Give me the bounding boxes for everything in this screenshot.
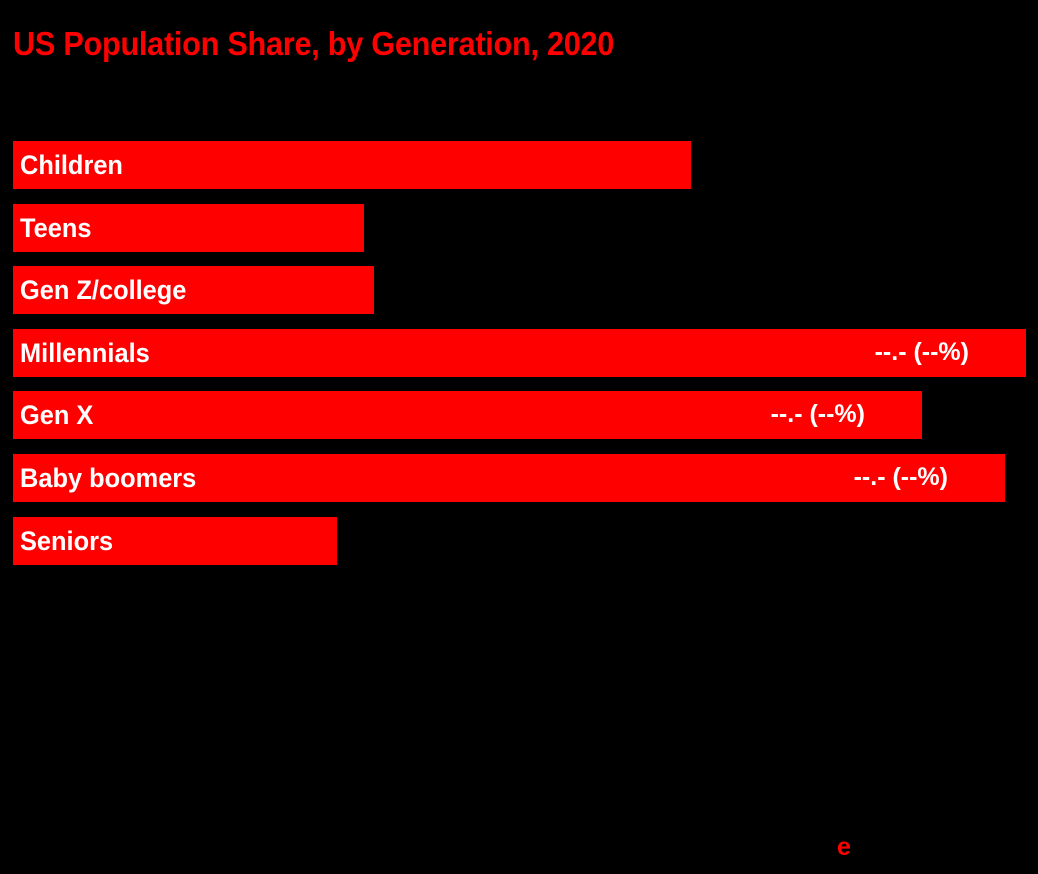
bar-category-label: Gen X — [20, 400, 94, 430]
bar-category-label: Seniors — [20, 526, 114, 556]
bar-category-label: Children — [20, 150, 123, 180]
bar-category-label: Baby boomers — [20, 463, 197, 493]
bar-category-label: Teens — [20, 213, 92, 243]
bar-category-label: Gen Z/college — [20, 275, 187, 305]
bar-row: Teens — [13, 204, 364, 252]
bar — [13, 204, 364, 252]
bar — [13, 517, 337, 565]
bar-row: Gen X --.- (--%) — [13, 391, 922, 439]
bar-row: Gen Z/college — [13, 266, 374, 314]
chart-title: US Population Share, by Generation, 2020 — [13, 25, 615, 62]
bar-row: Baby boomers --.- (--%) — [13, 454, 1005, 502]
bar-category-label: Millennials — [20, 338, 150, 368]
bar-value-label: --.- (--%) — [770, 400, 865, 428]
bar — [13, 141, 691, 189]
bar — [13, 329, 1026, 377]
bar-row: Seniors — [13, 517, 337, 565]
bar-value-label: --.- (--%) — [874, 338, 969, 366]
bar-value-label: --.- (--%) — [853, 463, 948, 491]
bar — [13, 266, 374, 314]
bar — [13, 454, 1005, 502]
bar-row: Millennials --.- (--%) — [13, 329, 1026, 377]
bar — [13, 391, 922, 439]
brand-logo: e — [837, 833, 851, 861]
bar-row: Children — [13, 141, 691, 189]
